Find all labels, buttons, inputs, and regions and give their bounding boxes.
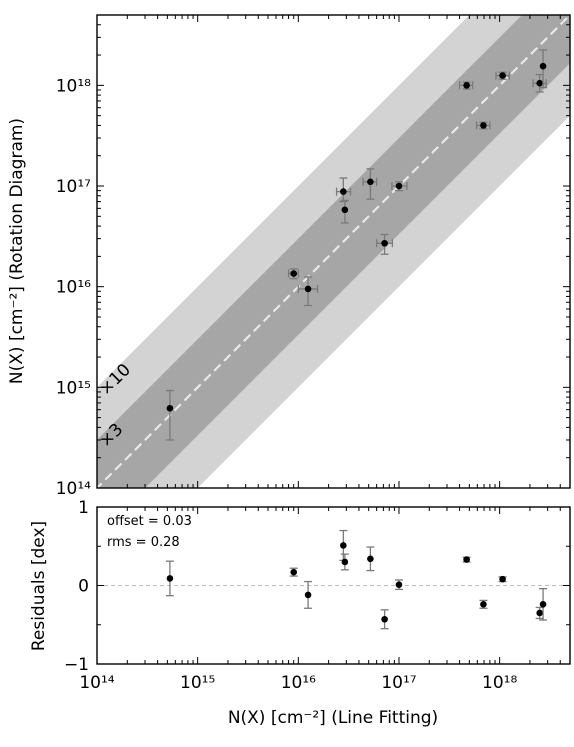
residual-data-point-3: [340, 542, 347, 549]
main-y-tick-label: 10¹⁶: [56, 278, 91, 298]
residual-data-point-11: [536, 609, 543, 617]
one-to-one-line: [97, 15, 570, 488]
residual-data-point-5: [367, 555, 374, 563]
main-data-point-2: [304, 285, 312, 293]
residual-x-tick-label: 10¹⁴: [79, 673, 114, 693]
residual-data-point-10: [499, 575, 506, 583]
main-data-point-0: [166, 404, 174, 412]
residual-y-tick-label: 1: [78, 498, 89, 518]
residual-data-point-8: [463, 556, 470, 563]
main-data-point-12: [539, 62, 547, 70]
residual-data-point-1: [290, 568, 298, 576]
main-y-axis-label: N(X) [cm⁻²] (Rotation Diagram): [7, 118, 27, 384]
main-data-point-3: [340, 188, 347, 195]
residual-data-point-2: [304, 591, 312, 599]
main-data-points: [165, 49, 548, 441]
residual-data-point-0: [166, 575, 174, 582]
residual-y-tick-label: 0: [78, 577, 89, 597]
residual-data-point-12: [539, 601, 547, 608]
residual-panel: 10¹⁴ 10¹⁵ 10¹⁶ 10¹⁷ 10¹⁸ −1 0 1 offset = 0.03 r…: [29, 498, 571, 728]
residual-axis-ticks: 10¹⁴ 10¹⁵ 10¹⁶ 10¹⁷ 10¹⁸ −1 0 1: [64, 498, 571, 693]
residual-data-points: [165, 529, 548, 630]
main-data-point-8: [463, 82, 470, 89]
residual-x-tick-label: 10¹⁷: [381, 673, 416, 693]
main-data-point-6: [381, 239, 388, 247]
main-data-point-1: [290, 270, 298, 277]
main-data-point-4: [341, 206, 349, 214]
residual-data-point-4: [341, 558, 349, 566]
x-axis-label: N(X) [cm⁻²] (Line Fitting): [228, 708, 438, 728]
main-y-tick-label: 10¹⁷: [56, 177, 91, 197]
main-data-point-11: [536, 79, 543, 87]
residual-x-tick-label: 10¹⁵: [180, 673, 215, 693]
residual-y-axis-label: Residuals [dex]: [29, 521, 49, 651]
main-axis-ticks: 10¹⁴ 10¹⁵ 10¹⁶ 10¹⁷ 10¹⁸: [56, 14, 571, 499]
residual-data-point-9: [480, 601, 487, 608]
residual-x-tick-label: 10¹⁶: [281, 673, 316, 693]
main-data-point-7: [395, 182, 403, 190]
main-panel-frame: [96, 14, 571, 489]
residual-y-tick-label: −1: [64, 655, 89, 675]
residual-data-point-7: [395, 581, 403, 589]
main-y-tick-label: 10¹⁸: [56, 76, 91, 96]
offset-annotation: offset = 0.03: [107, 514, 192, 529]
main-y-tick-label: 10¹⁴: [56, 479, 91, 499]
main-data-point-5: [367, 178, 374, 186]
rms-annotation: rms = 0.28: [107, 535, 180, 550]
main-y-tick-label: 10¹⁵: [56, 378, 91, 398]
main-data-point-9: [480, 122, 487, 129]
residual-x-tick-label: 10¹⁸: [482, 673, 517, 693]
main-data-point-10: [499, 72, 506, 79]
residual-data-point-6: [381, 615, 388, 623]
